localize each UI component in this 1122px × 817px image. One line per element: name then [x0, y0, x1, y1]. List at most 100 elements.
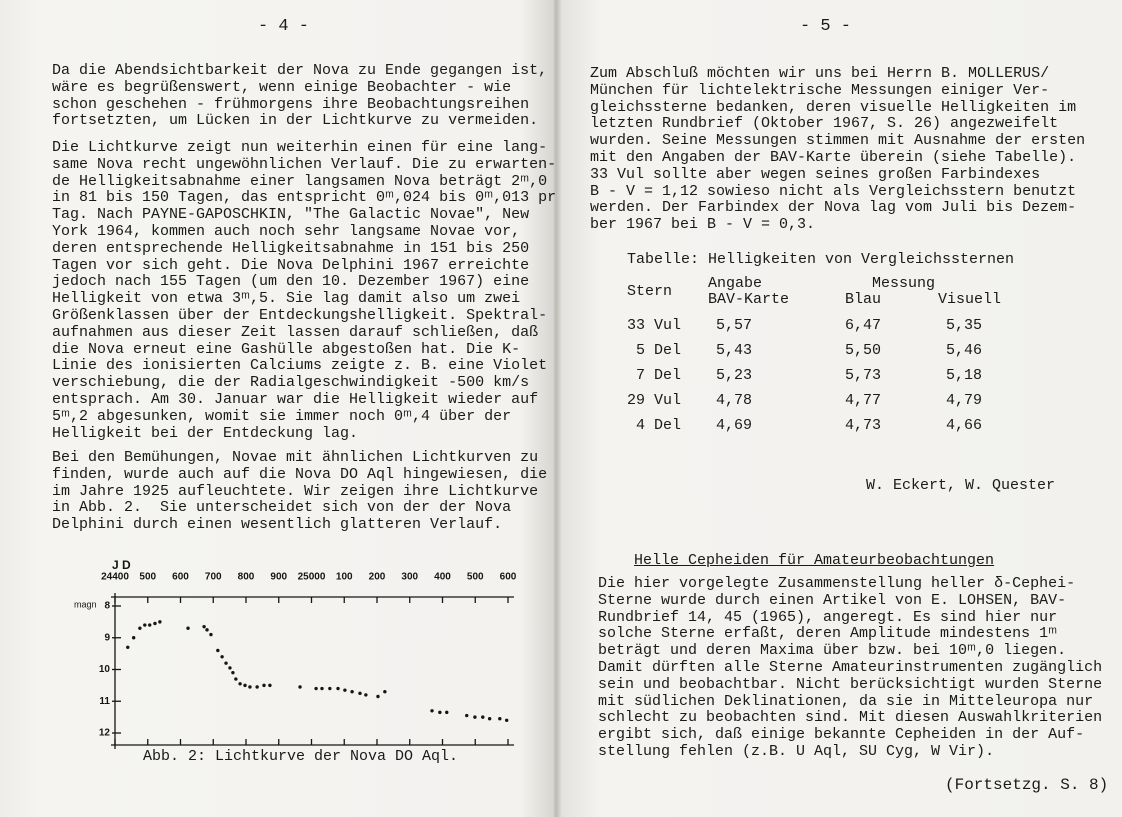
table-cell: 5,18 — [946, 367, 983, 384]
data-point — [202, 624, 206, 629]
data-point — [376, 694, 380, 699]
data-point — [186, 626, 190, 630]
data-point — [320, 686, 324, 691]
x-tick-label: 100 — [336, 572, 353, 583]
text-line: schlecht zu beobachten sind. Mit diesen … — [598, 709, 1103, 727]
x-tick-label: 600 — [172, 572, 189, 583]
data-point — [487, 717, 492, 721]
paragraph: Zum Abschluß möchten wir uns bei Herrn B… — [590, 65, 1086, 234]
text-line: in 81 bis 150 Tagen, das entspricht 0ᵐ,0… — [52, 189, 557, 207]
text-line: B - V = 1,12 sowieso nicht als Vergleich… — [590, 182, 1077, 200]
text-line: 33 Vul sollte aber wegen seines großen F… — [590, 165, 1041, 183]
data-point — [243, 683, 247, 688]
text-line: solche Sterne erfaßt, deren Amplitude mi… — [598, 625, 1058, 643]
data-point — [268, 683, 272, 688]
text-line: mit den Angaben der BAV-Karte überein (s… — [590, 148, 1077, 166]
light-curve-chart: J D magn 24400 500 600 700 800 900 25000 100 200… — [74, 558, 517, 749]
text-line: Linie des ionisierten Calciums zeigte z.… — [52, 357, 548, 375]
table-cell: 5,43 — [716, 342, 753, 359]
text-line: im Jahre 1925 aufleuchtete. Wir zeigen i… — [52, 482, 539, 500]
text-line: Tagen vor sich geht. Die Nova Delphini 1… — [52, 256, 530, 274]
data-point — [205, 628, 209, 632]
data-point — [438, 710, 442, 715]
data-point — [153, 621, 157, 626]
table-cell: 4,69 — [716, 417, 753, 434]
text-line: in Abb. 2. Sie unterscheidet sich von de… — [52, 499, 512, 517]
x-tick-label: 700 — [205, 572, 222, 583]
text-line: deren entsprechende Helligkeitsabnahme i… — [52, 239, 530, 257]
text-line: Helligkeit bei der Entdeckung lag. — [52, 424, 359, 442]
data-point — [216, 648, 220, 653]
table-cell: 4 Del — [635, 417, 681, 434]
page-number: - 4 - — [258, 17, 310, 36]
data-point — [430, 709, 434, 713]
table-cell: 4,77 — [845, 392, 882, 409]
data-point — [231, 670, 235, 675]
table-cell: 4,78 — [716, 392, 753, 409]
data-point — [358, 691, 362, 696]
text-line: Die hier vorgelegte Zusammenstellung hel… — [598, 575, 1076, 592]
data-point — [328, 686, 332, 691]
text-line: wurden. Seine Messungen stimmen mit Ausn… — [590, 132, 1086, 150]
text-line: mit südlichen Deklinationen, da sie in M… — [598, 692, 1094, 710]
text-line: entsprach. Am 30. Januar war die Helligk… — [52, 390, 539, 408]
y-axis-label: magn — [74, 599, 97, 609]
x-tick-label: 400 — [434, 572, 451, 583]
text-line: Zum Abschluß möchten wir uns bei Herrn B… — [590, 65, 1050, 82]
x-tick-label: 25000 — [298, 572, 326, 583]
data-point — [158, 620, 162, 624]
text-line: Größenklassen über der Entdeckungshellig… — [52, 306, 548, 324]
table-header: Visuell — [938, 291, 1002, 308]
y-tick-label: 12 — [99, 728, 111, 739]
paragraph: Die Lichtkurve zeigt nun weiterhin einen… — [52, 139, 557, 442]
data-point — [336, 686, 340, 691]
data-point — [143, 623, 147, 627]
table-cell: 5,57 — [716, 317, 753, 334]
data-point — [255, 685, 259, 689]
table-cell: 5,46 — [946, 342, 983, 359]
text-line: finden, wurde auch auf die Nova DO Aql h… — [52, 465, 548, 483]
table-cell: 5 Del — [635, 342, 681, 359]
x-tick-label: 500 — [467, 572, 484, 583]
section-heading: Helle Cepheiden für Amateurbeobachtungen — [634, 552, 995, 569]
text-line: Helligkeit von etwa 3ᵐ,5. Sie lag damit … — [52, 290, 521, 308]
footer: (Fortsetzg. S. 8) — [945, 776, 1109, 794]
text-line: werden. Der Farbindex der Nova lag vom J… — [590, 199, 1077, 217]
table-title: Tabelle: Helligkeiten von Vergleichsster… — [627, 251, 1015, 268]
table-header: Messung — [872, 275, 936, 292]
text-line: Tag. Nach PAYNE-GAPOSCHKIN, "The Galacti… — [52, 206, 530, 224]
text-line: verschiebung, die der Radialgeschwindigk… — [52, 374, 530, 392]
y-tick-label: 9 — [104, 632, 110, 643]
table-cell: 29 Vul — [626, 392, 681, 409]
data-point — [314, 686, 318, 691]
table-header: Stern — [627, 283, 673, 300]
page-number: - 5 - — [800, 17, 852, 36]
data-point — [209, 632, 213, 637]
text-line: Sterne wurde durch einen Artikel von E. … — [598, 591, 1067, 609]
table-cell: 4,73 — [845, 417, 882, 434]
text-line: sein und beobachtbar. Nicht berücksichti… — [598, 675, 1103, 693]
text-line: de Helligkeitsabnahme einer langsamen No… — [52, 172, 548, 190]
text-line: aufnahmen aus dieser Zeit lassen darauf … — [52, 323, 539, 341]
data-point — [364, 693, 368, 697]
data-point — [238, 682, 242, 686]
data-point — [220, 655, 224, 659]
text-line: Da die Abendsichtbarkeit der Nova zu End… — [52, 62, 548, 79]
text-line: Bei den Bemühungen, Novae mit ähnlichen … — [52, 449, 539, 466]
data-point — [262, 683, 266, 688]
x-tick-label: 300 — [401, 572, 418, 583]
data-point — [248, 685, 252, 689]
data-point — [498, 717, 502, 721]
x-tick-label: 200 — [369, 572, 386, 583]
text-line: letzten Rundbrief (Oktober 1967, S. 26) … — [590, 115, 1059, 133]
text-line: die Nova erneut eine Gashülle abgestoßen… — [52, 340, 521, 358]
text-line: fortsetzten, um Lücken in der Lichtkurve… — [52, 112, 539, 130]
signature: W. Eckert, W. Quester — [866, 477, 1056, 494]
text-line: Die Lichtkurve zeigt nun weiterhin einen… — [52, 139, 548, 156]
text-line: stellung fehlen (z.B. U Aql, SU Cyg, W V… — [598, 742, 995, 760]
text-line: gleichssterne bedanken, deren visuelle H… — [590, 98, 1077, 116]
data-point — [383, 690, 387, 694]
table-cell: 7 Del — [635, 367, 681, 384]
x-axis-label: J D — [112, 558, 131, 572]
